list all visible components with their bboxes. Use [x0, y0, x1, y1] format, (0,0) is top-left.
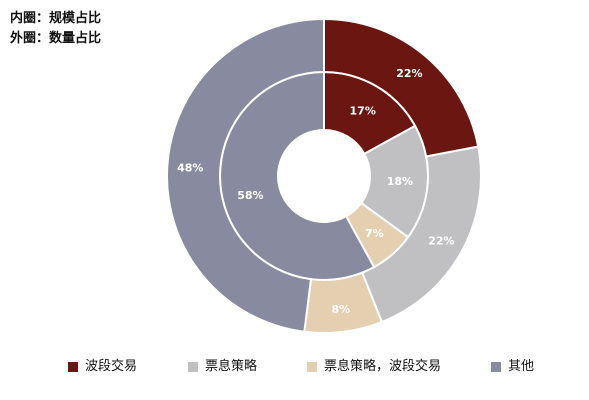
inner-slice-label-2: 7%	[365, 227, 384, 240]
legend-label: 波段交易	[85, 359, 138, 374]
inner-slice-label-3: 58%	[237, 189, 263, 202]
legend-swatch	[307, 362, 317, 372]
legend-label: 其他	[508, 359, 535, 374]
outer-slice-label-3: 48%	[177, 162, 203, 175]
legend-label: 票息策略	[205, 359, 258, 374]
legend-swatch	[491, 362, 501, 372]
inner-slice-label-0: 17%	[350, 105, 376, 118]
outer-slice-label-0: 22%	[396, 67, 422, 80]
legend-label: 票息策略，波段交易	[324, 359, 442, 374]
inner-slice-label-1: 18%	[387, 175, 413, 188]
legend-swatch	[68, 362, 78, 372]
chart-notes: 内圈：规模占比 外圈：数量占比	[10, 9, 101, 49]
inner-ring-note: 内圈：规模占比	[10, 11, 102, 26]
legend-item-other: 其他	[491, 357, 534, 377]
outer-slice-label-1: 22%	[428, 235, 454, 248]
legend-item-coupon-strategy: 票息策略	[188, 357, 257, 377]
legend-item-band-trading: 波段交易	[68, 357, 137, 377]
outer-slice-label-2: 8%	[331, 303, 350, 316]
outer-slice-3	[166, 17, 325, 333]
legend: 波段交易 票息策略 票息策略，波段交易 其他	[0, 357, 589, 379]
outer-ring-note: 外圈：数量占比	[10, 31, 102, 46]
legend-swatch	[188, 362, 198, 372]
legend-item-coupon-and-band: 票息策略，波段交易	[307, 357, 441, 377]
